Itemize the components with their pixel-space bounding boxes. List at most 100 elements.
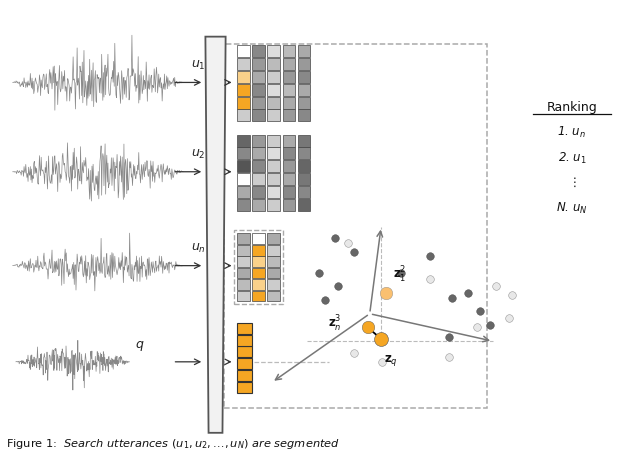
Bar bbox=[237, 346, 252, 357]
Bar bbox=[252, 160, 265, 172]
Bar bbox=[267, 147, 280, 159]
Bar bbox=[267, 160, 280, 172]
Bar bbox=[252, 245, 265, 256]
Bar bbox=[298, 71, 310, 83]
Bar bbox=[237, 245, 250, 256]
Bar bbox=[267, 291, 280, 301]
Bar bbox=[283, 97, 295, 109]
Bar bbox=[252, 84, 265, 96]
Bar bbox=[252, 71, 265, 83]
Bar bbox=[237, 358, 252, 369]
Bar bbox=[237, 370, 252, 381]
Bar bbox=[283, 45, 295, 57]
Bar bbox=[252, 199, 265, 211]
Bar bbox=[234, 230, 283, 304]
Bar bbox=[267, 58, 280, 70]
Bar bbox=[298, 109, 310, 121]
Bar bbox=[267, 109, 280, 121]
Bar bbox=[267, 84, 280, 96]
Bar bbox=[267, 135, 280, 147]
Bar bbox=[224, 44, 487, 408]
Text: $\vdots$: $\vdots$ bbox=[568, 176, 576, 189]
Bar bbox=[252, 291, 265, 301]
Bar bbox=[298, 58, 310, 70]
Bar bbox=[252, 186, 265, 198]
Text: $\mathbf{z}_n^3$: $\mathbf{z}_n^3$ bbox=[327, 314, 341, 334]
Bar bbox=[283, 186, 295, 198]
Text: $u_2$: $u_2$ bbox=[191, 148, 205, 161]
Text: 2. $u_1$: 2. $u_1$ bbox=[557, 151, 586, 165]
Bar bbox=[283, 147, 295, 159]
Polygon shape bbox=[205, 37, 226, 433]
Bar bbox=[237, 97, 250, 109]
Bar bbox=[267, 268, 280, 278]
Bar bbox=[237, 186, 250, 198]
Bar bbox=[237, 58, 250, 70]
Bar bbox=[237, 199, 250, 211]
Bar bbox=[237, 256, 250, 267]
Bar bbox=[252, 279, 265, 290]
Bar bbox=[267, 199, 280, 211]
Bar bbox=[298, 45, 310, 57]
Bar bbox=[237, 234, 250, 244]
Bar bbox=[237, 382, 252, 393]
Bar bbox=[237, 109, 250, 121]
Bar bbox=[283, 199, 295, 211]
Bar bbox=[267, 71, 280, 83]
Bar bbox=[267, 256, 280, 267]
Bar bbox=[283, 58, 295, 70]
Bar bbox=[267, 279, 280, 290]
Bar bbox=[237, 268, 250, 278]
Bar bbox=[298, 135, 310, 147]
Bar bbox=[283, 135, 295, 147]
Bar bbox=[267, 45, 280, 57]
Bar bbox=[298, 186, 310, 198]
Bar bbox=[237, 160, 250, 172]
Bar bbox=[283, 71, 295, 83]
Bar bbox=[252, 147, 265, 159]
Bar bbox=[237, 147, 250, 159]
Bar bbox=[252, 268, 265, 278]
Bar bbox=[237, 173, 250, 185]
Bar bbox=[298, 173, 310, 185]
Bar bbox=[237, 84, 250, 96]
Bar bbox=[237, 135, 250, 147]
Text: $\mathbf{z}_1^2$: $\mathbf{z}_1^2$ bbox=[393, 265, 406, 285]
Bar bbox=[267, 186, 280, 198]
Bar bbox=[298, 160, 310, 172]
Bar bbox=[252, 109, 265, 121]
Bar bbox=[237, 291, 250, 301]
Bar bbox=[267, 245, 280, 256]
Bar bbox=[252, 135, 265, 147]
Bar bbox=[298, 199, 310, 211]
Text: $u_n$: $u_n$ bbox=[191, 242, 206, 255]
Bar bbox=[267, 97, 280, 109]
Bar bbox=[283, 160, 295, 172]
Bar bbox=[237, 45, 250, 57]
Bar bbox=[252, 173, 265, 185]
Bar bbox=[252, 234, 265, 244]
Bar bbox=[237, 335, 252, 346]
Bar bbox=[252, 97, 265, 109]
Bar bbox=[252, 58, 265, 70]
Bar bbox=[283, 109, 295, 121]
Bar bbox=[283, 84, 295, 96]
Bar bbox=[283, 173, 295, 185]
Text: $\mathbf{z}_q$: $\mathbf{z}_q$ bbox=[384, 353, 398, 368]
Bar bbox=[267, 234, 280, 244]
Text: $u_1$: $u_1$ bbox=[191, 59, 205, 71]
Bar bbox=[298, 97, 310, 109]
Text: $q$: $q$ bbox=[135, 339, 144, 353]
Bar bbox=[267, 173, 280, 185]
Bar bbox=[237, 279, 250, 290]
Bar bbox=[237, 71, 250, 83]
Bar bbox=[252, 256, 265, 267]
Bar bbox=[252, 45, 265, 57]
Bar bbox=[298, 84, 310, 96]
Bar bbox=[237, 323, 252, 334]
Text: Figure 1:  $\mathit{Search\ utterances}$ $(u_1, u_2, \ldots, u_N)$ $\mathit{are\: Figure 1: $\mathit{Search\ utterances}$ … bbox=[6, 437, 340, 451]
Text: Ranking: Ranking bbox=[547, 101, 597, 114]
Text: N. $u_N$: N. $u_N$ bbox=[556, 201, 588, 216]
Bar bbox=[298, 147, 310, 159]
Text: 1. $u_n$: 1. $u_n$ bbox=[557, 125, 586, 140]
